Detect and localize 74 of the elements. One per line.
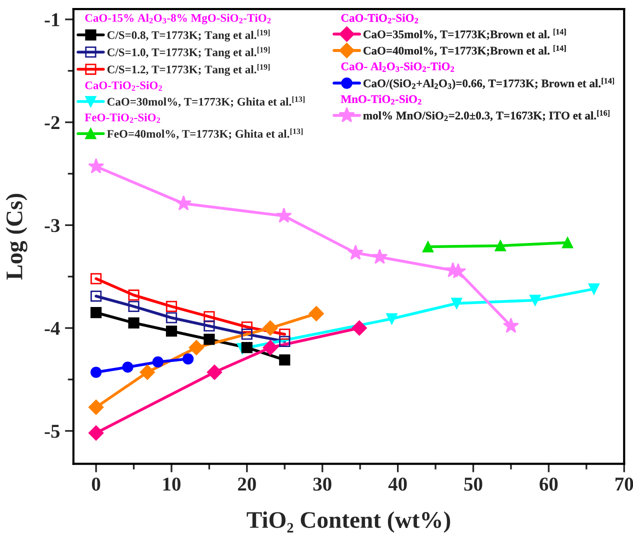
point: [166, 312, 178, 324]
y-tick-label: -2: [44, 116, 60, 130]
point: [206, 364, 222, 380]
legend-label: FeO=40mol%, T=1773K; Ghita et al.$^{[13]}$: [107, 128, 303, 140]
annotation: FeO-TiO$_{2}$-SiO$_{2}$: [84, 113, 160, 123]
point: [241, 342, 252, 354]
x-tick-label: 50: [464, 478, 482, 491]
point: [352, 320, 367, 336]
point: [88, 400, 104, 415]
y-tick-label: -3: [44, 219, 60, 232]
point: [152, 356, 164, 368]
point: [241, 321, 252, 333]
point: [241, 328, 252, 340]
point: [122, 362, 134, 373]
point: [182, 353, 194, 364]
point: [166, 300, 178, 312]
point: [276, 208, 292, 223]
legend-label: C/S=1.0, T=1773K; Tang et al.$^{[19]}$: [107, 46, 270, 59]
point: [422, 241, 434, 252]
point: [308, 306, 324, 322]
point: [204, 320, 215, 332]
legend-label: CaO=40mol%, T=1773K;Brown et al. $^{[14]}$: [364, 45, 566, 56]
annotation: CaO-TiO$_{2}$-SiO$_{2}$: [341, 14, 418, 24]
point: [279, 328, 290, 340]
legend-label: C/S=1.2, T=1773K; Tang et al.$^{[19]}$: [107, 64, 270, 76]
point: [188, 340, 204, 356]
point: [90, 307, 102, 318]
x-tick-label: 60: [540, 478, 558, 491]
point: [348, 244, 364, 260]
annotation: CaO-15% Al$_{2}$O$_{3}$-8% MgO-SiO$_{2}$-TiO$_{2}$: [85, 14, 271, 24]
point: [204, 334, 215, 345]
point: [262, 320, 278, 336]
y-tick-label: -1: [44, 13, 60, 26]
y-tick-label: -5: [44, 424, 60, 438]
point: [128, 300, 140, 312]
x-tick-label: 0: [92, 478, 100, 491]
point: [176, 195, 192, 210]
y-axis-title: Log (Cs): [6, 194, 28, 280]
point: [588, 283, 600, 294]
point: [166, 326, 178, 337]
x-tick-label: 20: [238, 478, 256, 491]
annotation: MnO-TiO$_{2}$-SiO$_{2}$: [340, 94, 422, 105]
x-tick-label: 70: [616, 478, 633, 491]
point: [386, 313, 398, 324]
legend-label: C/S=0.8, T=1773K; Tang et al.$^{[19]}$: [107, 30, 270, 42]
annotation: CaO-TiO$_{2}$-SiO$_{2}$: [85, 81, 162, 91]
point: [279, 336, 290, 347]
annotation: CaO- Al$_{2}$O$_{3}$-SiO$_{2}$-TiO$_{2}$: [341, 62, 454, 72]
y-tick-label: -4: [44, 322, 60, 335]
point: [90, 273, 102, 284]
point: [140, 364, 155, 380]
point: [503, 318, 519, 333]
point: [128, 290, 140, 301]
point: [279, 354, 290, 366]
point: [204, 311, 215, 322]
x-tick-label: 10: [163, 478, 180, 491]
point: [451, 298, 462, 309]
point: [128, 317, 140, 328]
x-tick-label: 30: [313, 478, 332, 491]
point: [88, 158, 104, 174]
x-axis-title: TiO₂ Content (wt%): [246, 511, 450, 533]
point: [372, 248, 388, 264]
legend-label: CaO=30mol%, T=1773K; Ghita et al.$^{[13]}$: [107, 96, 305, 108]
point: [262, 340, 278, 356]
point: [90, 290, 102, 302]
point: [494, 240, 506, 252]
point: [562, 237, 574, 248]
point: [88, 425, 104, 441]
point: [90, 366, 102, 378]
legend-label: CaO=35mol%, T=1773K;Brown et al. $^{[14]}$: [364, 28, 566, 40]
x-tick-label: 40: [388, 478, 407, 491]
point: [530, 294, 541, 306]
legend-label: CaO/(SiO$_{2}$+Al$_{2}$O$_{3}$)=0.66, T=1773K; Brown et al.$^{[14]}$: [364, 78, 614, 90]
legend-label: mol% MnO/SiO$_{2}$=2.0±0.3, T=1673K; ITO et al.$^{[16]}$: [363, 110, 610, 122]
